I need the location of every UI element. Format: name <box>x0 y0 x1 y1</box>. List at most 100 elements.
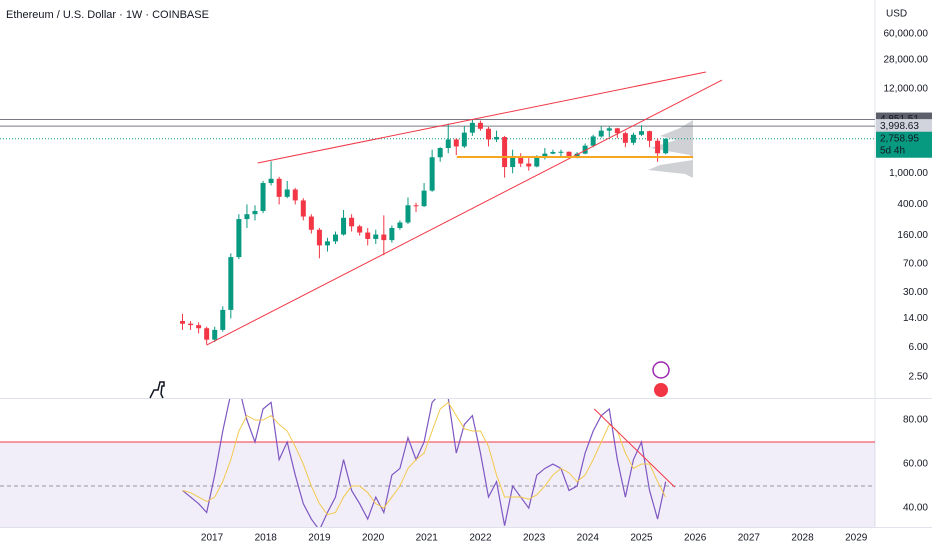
trend-line <box>206 79 723 346</box>
y-tick-label: 2.50 <box>909 372 929 383</box>
x-tick-label: 2019 <box>308 533 331 544</box>
candle-body <box>405 205 411 223</box>
candle-body <box>196 325 202 329</box>
x-tick-label: 2018 <box>255 533 278 544</box>
y-tick-label: 70.00 <box>903 258 928 269</box>
rsi-line <box>182 399 667 527</box>
candle-body <box>518 157 524 164</box>
candle-body <box>413 205 419 207</box>
candle-body <box>389 227 395 241</box>
candle-body <box>437 148 443 158</box>
x-tick-label: 2027 <box>738 533 761 544</box>
candle-body <box>357 226 363 233</box>
rsi-tick-label: 40.00 <box>903 503 928 514</box>
candle-body <box>614 128 620 134</box>
trend-line <box>257 71 707 164</box>
candle-body <box>429 157 435 191</box>
candle-body <box>550 151 556 154</box>
candle-body <box>598 130 604 137</box>
volume-profile <box>648 120 693 178</box>
candle-body <box>647 131 653 141</box>
candle-body <box>638 131 644 135</box>
price-tag <box>876 119 932 133</box>
candle-body <box>534 157 540 167</box>
rsi-tick-label: 80.00 <box>903 415 928 426</box>
rsi-tick-label: 60.00 <box>903 459 928 470</box>
price-tag-label: 2,758.95 <box>880 133 919 144</box>
candle-body <box>252 210 258 215</box>
candle-body <box>308 216 314 230</box>
candle-body <box>300 200 306 217</box>
candle-body <box>582 145 588 154</box>
y-tick-label: 6.00 <box>909 342 929 353</box>
chart-title: Ethereum / U.S. Dollar · 1W · COINBASE <box>6 9 209 21</box>
x-tick-label: 2022 <box>469 533 492 544</box>
x-tick-label: 2026 <box>684 533 707 544</box>
candle-body <box>469 122 475 133</box>
y-tick-label: 28,000.00 <box>884 55 929 66</box>
candle-body <box>510 157 516 168</box>
candle-body <box>268 178 274 184</box>
candle-body <box>397 222 403 228</box>
event-icon[interactable] <box>652 361 670 379</box>
candle-body <box>276 178 282 197</box>
candle-body <box>622 133 628 143</box>
candle-body <box>461 132 467 147</box>
trend-line <box>593 408 676 488</box>
candle-body <box>558 151 564 153</box>
candle-body <box>236 219 242 258</box>
candle-body <box>365 232 371 239</box>
x-tick-label: 2025 <box>630 533 653 544</box>
rsi-line <box>182 401 667 516</box>
price-tag-label: 3,998.63 <box>880 121 919 132</box>
candle-body <box>445 139 451 149</box>
y-tick-label: 14.00 <box>903 313 928 324</box>
candle-body <box>244 214 250 220</box>
candle-body <box>324 241 330 246</box>
candle-body <box>333 234 339 242</box>
x-tick-label: 2028 <box>791 533 814 544</box>
currency-label: USD <box>886 9 907 20</box>
candle-body <box>180 320 186 324</box>
candle-body <box>188 323 194 326</box>
countdown-label: 5d 4h <box>880 145 905 156</box>
x-tick-label: 2024 <box>577 533 600 544</box>
candle-body <box>316 229 322 246</box>
candle-body <box>381 234 387 241</box>
x-tick-label: 2017 <box>201 533 224 544</box>
candle-body <box>590 136 596 146</box>
candle-body <box>566 151 572 157</box>
y-tick-label: 1,000.00 <box>889 168 928 179</box>
candle-body <box>663 138 669 154</box>
candle-body <box>373 234 379 239</box>
x-tick-label: 2023 <box>523 533 546 544</box>
candle-body <box>220 309 226 330</box>
dino-icon <box>149 381 165 399</box>
candle-body <box>477 122 483 129</box>
candle-body <box>349 217 355 227</box>
x-tick-label: 2029 <box>845 533 868 544</box>
flag-icon[interactable] <box>654 383 668 397</box>
x-tick-label: 2021 <box>416 533 439 544</box>
candle-body <box>502 137 508 168</box>
candle-body <box>494 137 500 140</box>
candle-body <box>526 163 532 167</box>
candle-body <box>485 128 491 140</box>
y-tick-label: 160.00 <box>897 230 928 241</box>
candle-body <box>630 134 636 143</box>
candle-body <box>204 328 210 340</box>
y-tick-label: 60,000.00 <box>884 29 929 40</box>
y-tick-label: 30.00 <box>903 287 928 298</box>
candle-body <box>212 329 218 340</box>
candle-body <box>284 189 290 197</box>
candle-body <box>292 189 298 201</box>
candle-body <box>453 139 459 147</box>
y-tick-label: 400.00 <box>897 199 928 210</box>
candle-body <box>542 153 548 158</box>
candle-body <box>341 217 347 235</box>
candle-body <box>228 257 234 310</box>
x-tick-label: 2020 <box>362 533 385 544</box>
candle-body <box>260 183 266 211</box>
